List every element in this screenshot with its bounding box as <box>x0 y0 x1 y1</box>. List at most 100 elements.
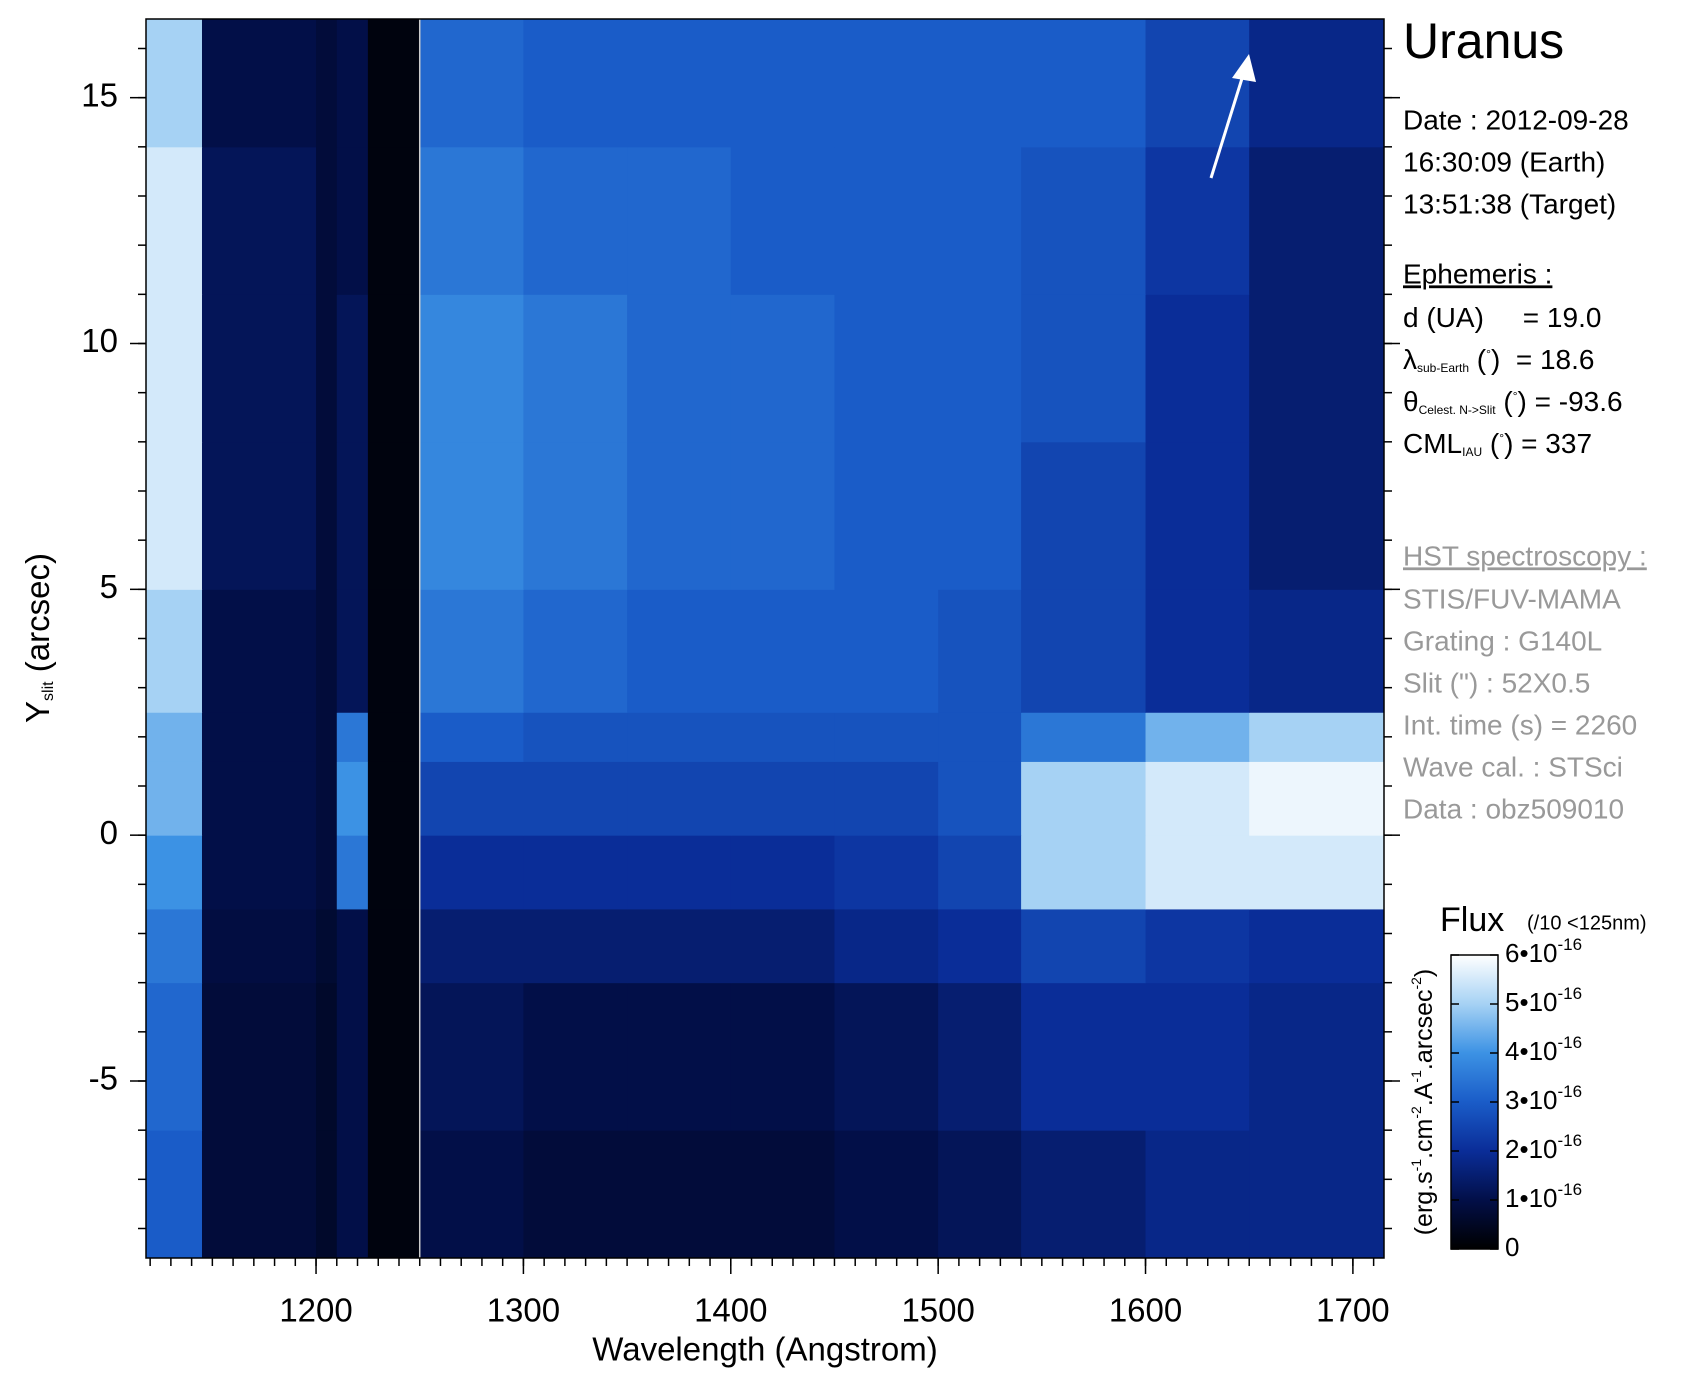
heat-cell <box>627 589 732 713</box>
heat-cell <box>419 294 524 443</box>
heat-cell <box>1145 146 1250 295</box>
tick-label-exponent: -16 <box>1557 1131 1582 1150</box>
heat-cell <box>1021 982 1147 1131</box>
heat-cell <box>523 589 628 713</box>
heat-cell <box>146 294 203 443</box>
heat-cell <box>627 146 732 295</box>
heat-cell <box>938 1130 1022 1259</box>
heat-cell <box>1249 441 1385 590</box>
heat-cell <box>201 146 317 295</box>
heat-cell <box>419 441 524 590</box>
heat-cell <box>419 982 524 1131</box>
x-tick-label: 1700 <box>1316 1292 1389 1329</box>
heat-cell <box>730 441 835 590</box>
text-part: .arcsec <box>1410 990 1438 1071</box>
date-line: Date : 2012-09-28 <box>1403 104 1629 135</box>
heat-cell <box>336 908 369 984</box>
heat-cell <box>627 294 732 443</box>
tick-label-base: 1•10 <box>1505 1183 1557 1213</box>
heat-cell <box>419 835 524 910</box>
heat-cell <box>316 146 338 295</box>
heat-cell <box>316 908 338 984</box>
heat-cell <box>938 19 1022 148</box>
heat-cell <box>730 1130 835 1259</box>
heat-cell <box>1021 835 1147 910</box>
heat-cell <box>1145 589 1250 713</box>
heat-cell <box>316 835 338 910</box>
heat-cell <box>1249 146 1385 295</box>
text-part: λ <box>1403 344 1417 375</box>
text-part: .cm <box>1410 1119 1438 1159</box>
heat-cell <box>201 294 317 443</box>
tick-label-exponent: -16 <box>1557 935 1582 954</box>
heat-cell <box>730 146 835 295</box>
heat-cell <box>523 712 628 762</box>
heat-cell <box>834 761 939 836</box>
heat-cell <box>834 1130 939 1259</box>
heat-cell <box>336 441 369 590</box>
superscript: ° <box>1486 347 1491 361</box>
heat-cell <box>938 908 1022 984</box>
heat-cell <box>938 589 1022 713</box>
arrow-shaft <box>1209 71 1246 179</box>
y-tick-label: 0 <box>100 814 118 851</box>
axes: 1200 1300 1400 1500 1600 1700 -5 0 5 10 15 Yslit (a… <box>19 18 1400 1329</box>
heat-cell <box>834 589 939 713</box>
heat-cell <box>730 761 835 836</box>
tick-label-exponent: -16 <box>1557 1033 1582 1052</box>
text-part: .A <box>1410 1082 1438 1106</box>
heat-cell <box>367 441 421 590</box>
hst-line: Grating : G140L <box>1403 625 1602 656</box>
heat-cell <box>201 19 317 148</box>
heat-cell <box>201 761 317 836</box>
heat-cell <box>1145 294 1250 443</box>
heat-cell <box>336 1130 369 1259</box>
text-part: ( <box>1469 344 1487 375</box>
heat-cell <box>146 146 203 295</box>
hst-line: Int. time (s) = 2260 <box>1403 709 1637 740</box>
heat-cell <box>146 761 203 836</box>
y-tick-label: -5 <box>89 1060 118 1097</box>
heat-cell <box>316 589 338 713</box>
ephemeris-line: θCelest. N->Slit (°) = -93.6 <box>1403 386 1623 417</box>
heat-cell <box>523 982 628 1131</box>
heat-cell <box>146 441 203 590</box>
heat-cell <box>1145 712 1250 762</box>
hst-title: HST spectroscopy : <box>1403 540 1647 571</box>
x-tick-label: 1300 <box>487 1292 560 1329</box>
heat-cell <box>1021 441 1147 590</box>
heat-cell <box>938 146 1022 295</box>
ephemeris-line: CMLIAU (°) = 337 <box>1403 428 1592 459</box>
heat-cell <box>1249 589 1385 713</box>
heat-cell <box>201 982 317 1131</box>
heat-cell <box>336 589 369 713</box>
heat-cell <box>367 982 421 1131</box>
heat-cell <box>367 294 421 443</box>
heatmap <box>146 19 1385 1259</box>
heat-cell <box>146 835 203 910</box>
heat-cell <box>367 589 421 713</box>
heat-cell <box>1249 1130 1385 1259</box>
heat-cell <box>367 146 421 295</box>
heat-cell <box>1249 761 1385 836</box>
text-part: ) <box>1410 969 1438 977</box>
heat-cell <box>834 712 939 762</box>
heat-cell <box>201 1130 317 1259</box>
heat-cell <box>336 835 369 910</box>
heat-cell <box>316 294 338 443</box>
heat-cell <box>938 294 1022 443</box>
hst-line: Data : obz509010 <box>1403 793 1624 824</box>
heat-cell <box>367 1130 421 1259</box>
heat-cell <box>316 441 338 590</box>
hst-line: Slit (") : 52X0.5 <box>1403 667 1590 698</box>
heat-cell <box>1249 712 1385 762</box>
heat-cell <box>523 294 628 443</box>
heat-cell <box>367 19 421 148</box>
colorbar-tick-label: 3•10-16 <box>1505 1082 1582 1115</box>
heat-cell <box>1021 589 1147 713</box>
heat-cell <box>730 589 835 713</box>
hst-line: STIS/FUV-MAMA <box>1403 583 1621 614</box>
heat-cell <box>367 761 421 836</box>
heat-cell <box>730 908 835 984</box>
